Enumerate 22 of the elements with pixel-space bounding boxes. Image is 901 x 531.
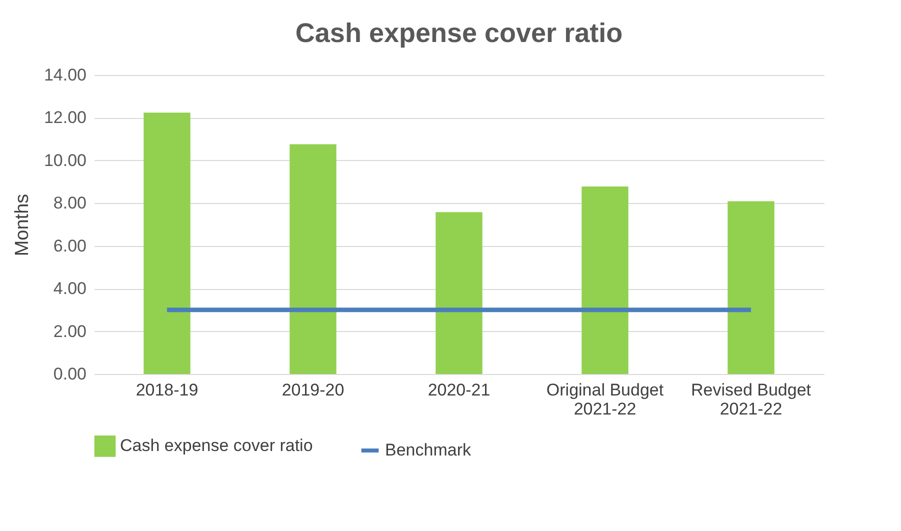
y-tick-label: 2.00 [53,322,86,341]
y-tick-label: 6.00 [53,236,86,256]
bar [144,112,190,374]
chart-title: Cash expense cover ratio [295,18,623,48]
legend-label: Benchmark [385,440,472,460]
y-axis-title: Months [12,194,33,256]
legend-label: Cash expense cover ratio [120,436,313,456]
y-tick-label: 14.00 [44,66,86,84]
y-tick-label: 10.00 [44,150,86,170]
bar [728,201,774,374]
x-tick-label: Revised Budget 2021-22 [690,380,812,418]
bar [582,186,628,374]
x-tick-label: 2019-20 [282,380,344,400]
bar [290,144,336,374]
bar [436,212,482,374]
x-tick-label: 2020-21 [428,380,490,400]
y-tick-label: 12.00 [44,108,86,128]
y-tick-label: 4.00 [53,279,86,298]
y-tick-label: 0.00 [53,364,86,384]
x-tick-label: 2018-19 [136,380,198,400]
y-tick-label: 8.00 [53,194,86,213]
x-tick-label: Original Budget 2021-22 [546,380,664,418]
